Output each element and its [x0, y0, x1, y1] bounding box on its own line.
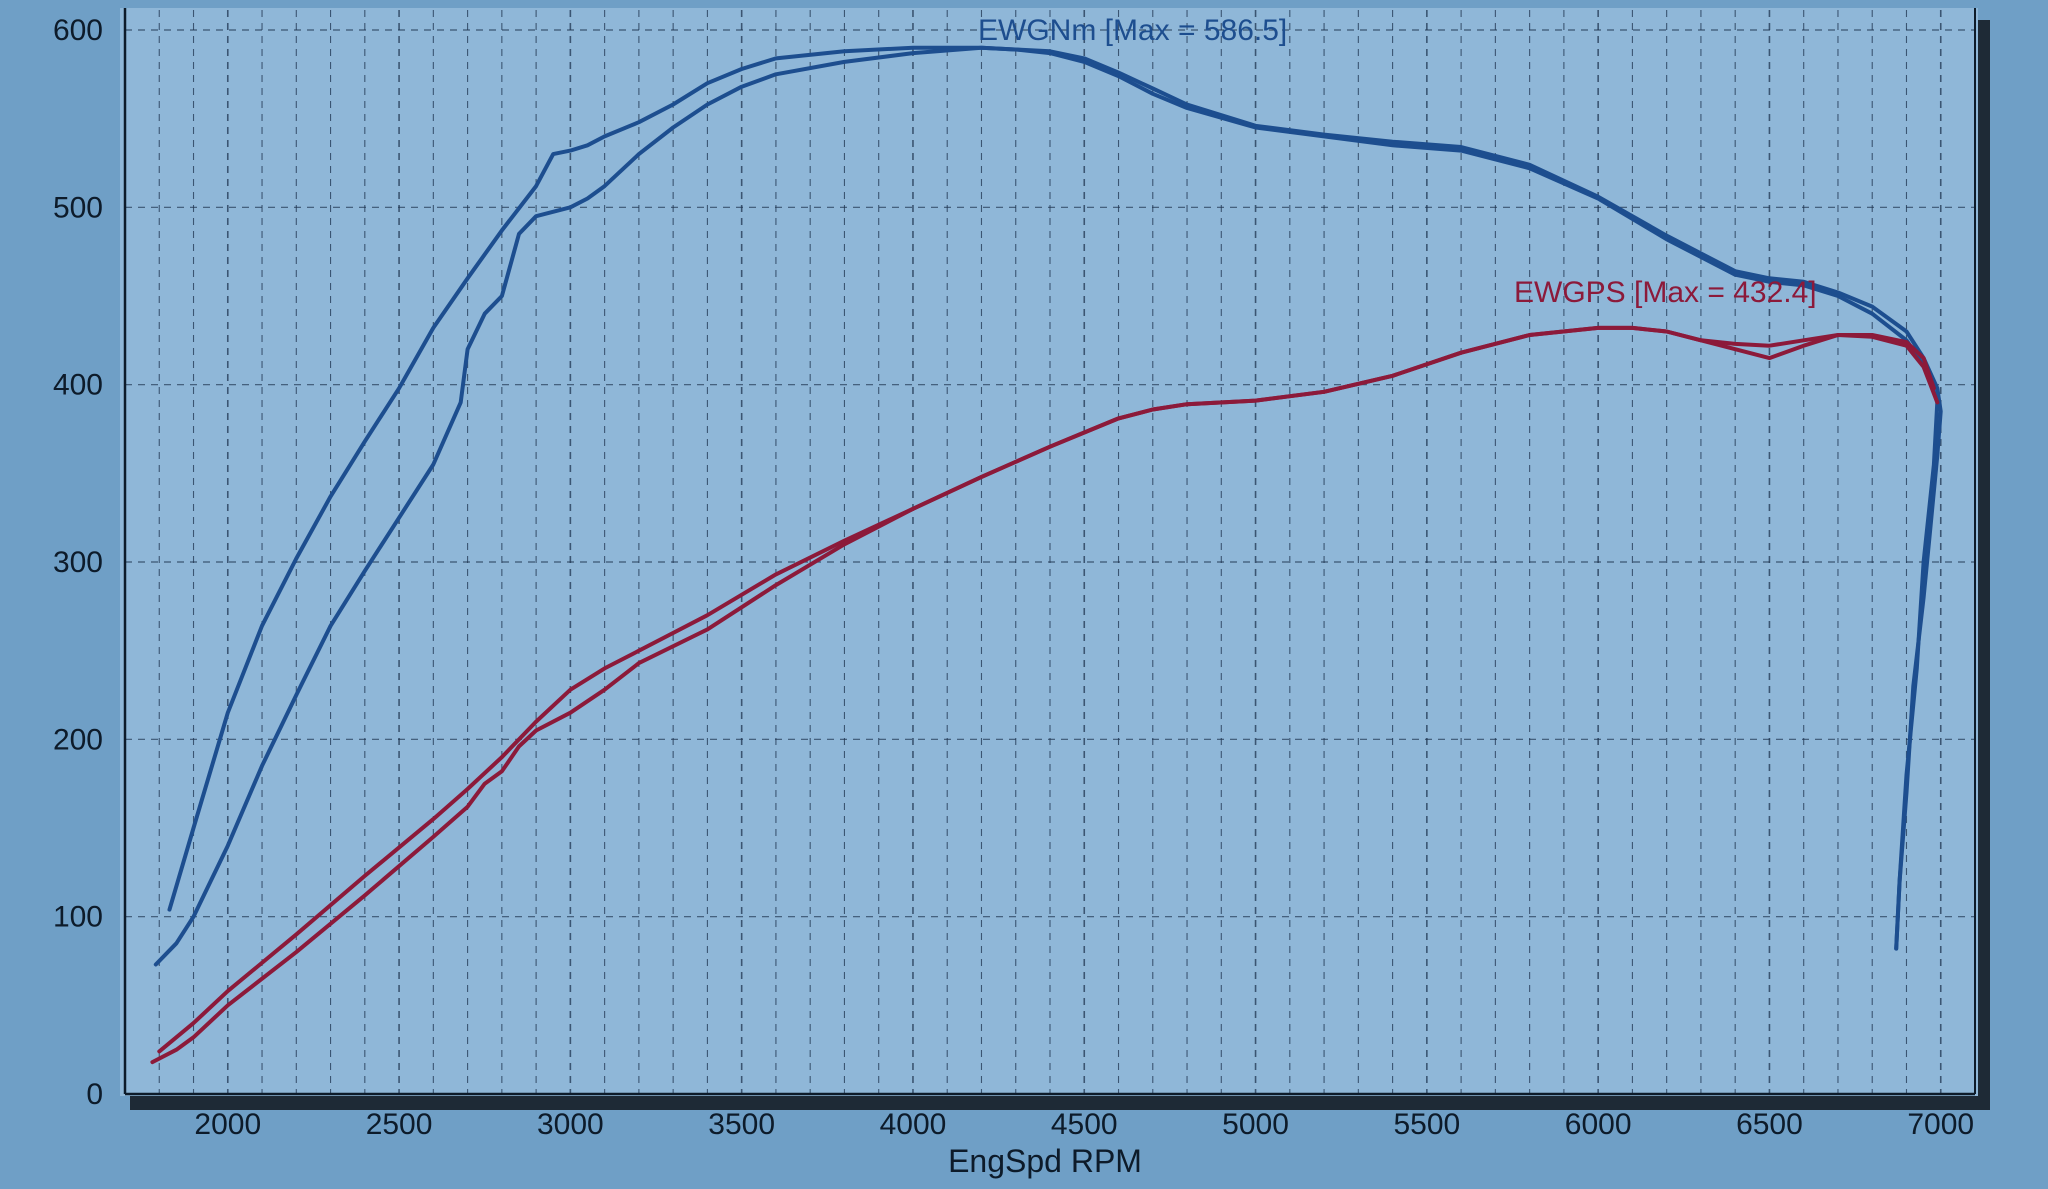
x-tick-label: 7000: [1907, 1108, 1974, 1141]
x-tick-label: 4500: [1051, 1108, 1118, 1141]
series-label-ewgnm: EWGNm [Max = 586.5]: [978, 14, 1287, 47]
x-tick-label: 5500: [1393, 1108, 1460, 1141]
grid-lines: [125, 10, 1976, 1094]
x-tick-label: 4000: [880, 1108, 947, 1141]
x-tick-label: 2500: [366, 1108, 433, 1141]
y-tick-label: 600: [53, 14, 103, 47]
x-tick-label: 6500: [1736, 1108, 1803, 1141]
y-tick-labels: 0 100 200 300 400 500 600: [53, 14, 103, 1111]
y-tick-label: 300: [53, 546, 103, 579]
x-tick-labels: 2000 2500 3000 3500 4000 4500 5000 5500 6000 6500…: [194, 1108, 1974, 1141]
x-tick-label: 3000: [537, 1108, 604, 1141]
y-tick-label: 500: [53, 191, 103, 224]
plot-frame: [123, 8, 1976, 1096]
x-axis-title: EngSpd RPM: [948, 1143, 1142, 1179]
y-tick-label: 0: [86, 1078, 103, 1111]
y-tick-label: 100: [53, 901, 103, 934]
series-lines: [150, 45, 1943, 1065]
x-tick-label: 3500: [708, 1108, 775, 1141]
x-tick-label: 2000: [194, 1108, 261, 1141]
y-tick-label: 200: [53, 723, 103, 756]
x-tick-label: 6000: [1565, 1108, 1632, 1141]
y-tick-label: 400: [53, 369, 103, 402]
series-line-ewgps: [150, 325, 1940, 1065]
plot-panel: [120, 8, 1978, 1096]
series-label-ewgps: EWGPS [Max = 432.4]: [1514, 276, 1817, 309]
x-tick-label: 5000: [1222, 1108, 1289, 1141]
